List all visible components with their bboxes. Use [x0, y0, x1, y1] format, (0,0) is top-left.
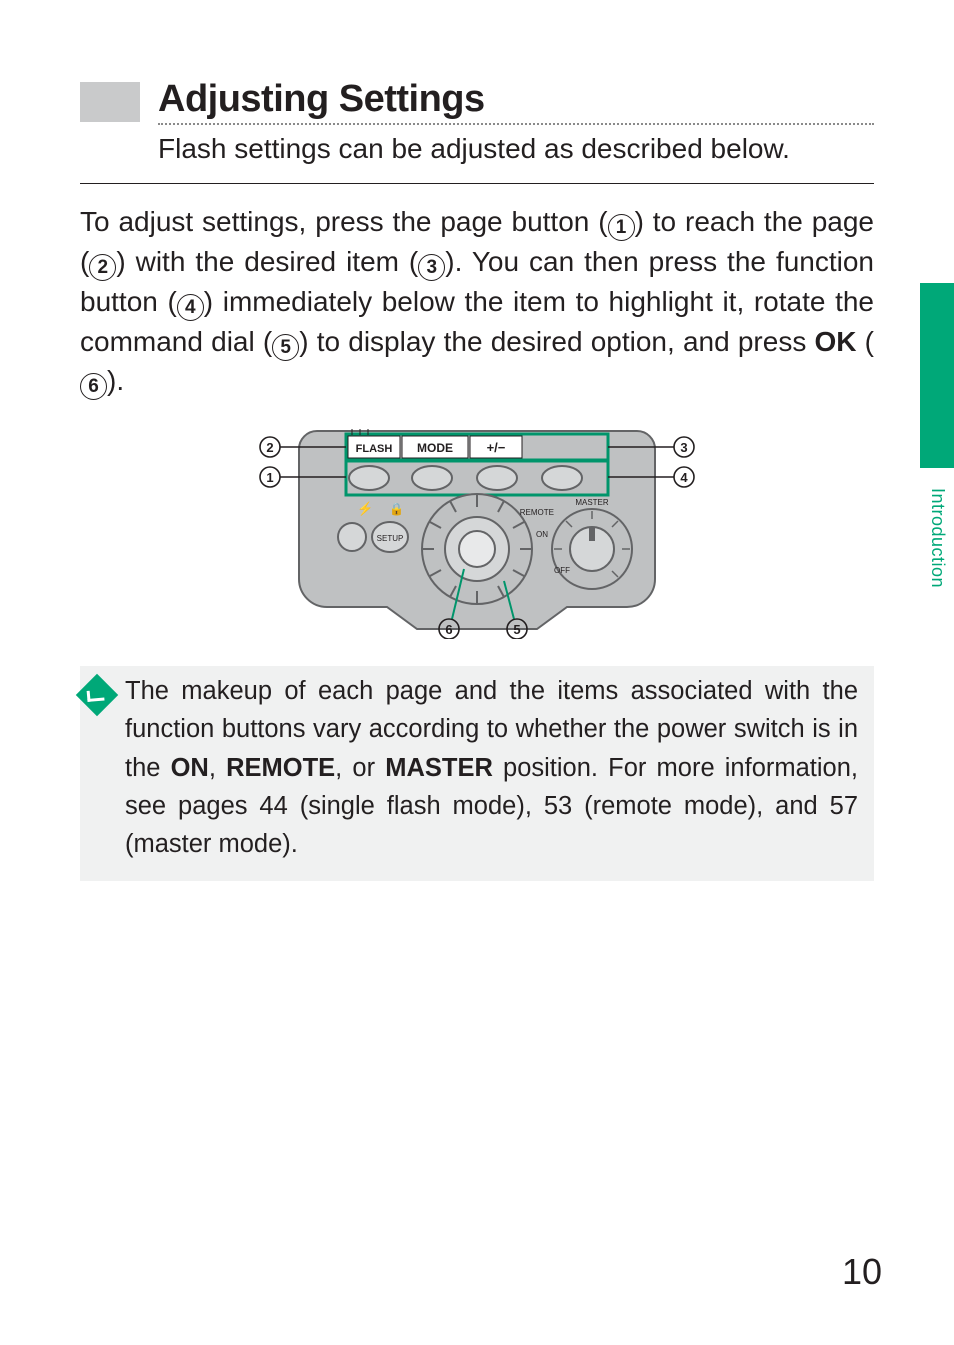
text-fragment: (: [857, 326, 875, 357]
on-label: ON: [171, 754, 209, 782]
diagram-callout-3: 3: [680, 440, 687, 455]
diagram-callout-5: 5: [513, 622, 520, 637]
text-fragment: ).: [107, 365, 124, 396]
text-fragment: , or: [335, 754, 385, 782]
remote-label: REMOTE: [226, 754, 335, 782]
diagram-callout-4: 4: [680, 470, 688, 485]
lcd-tab-mode: MODE: [417, 441, 453, 455]
command-dial: [422, 494, 532, 604]
device-diagram-svg: FLASH MODE +/− ⚡ 🔒 SETUP: [242, 419, 712, 639]
note-text: The makeup of each page and the items as…: [125, 672, 866, 863]
dial-on: ON: [536, 530, 548, 539]
callout-5-inline: 5: [272, 334, 299, 361]
section-title: Adjusting Settings: [158, 78, 874, 121]
section-subtitle: Flash settings can be adjusted as descri…: [158, 131, 874, 167]
text-fragment: ,: [209, 754, 226, 782]
ok-label: OK: [815, 326, 857, 357]
callout-6-inline: 6: [80, 373, 107, 400]
text-fragment: To adjust settings, press the page butto…: [80, 206, 608, 237]
diagram-callout-6: 6: [445, 622, 452, 637]
chapter-side-tab: [920, 283, 954, 468]
page-content: Adjusting Settings Flash settings can be…: [0, 0, 954, 881]
heading-gray-block: [80, 82, 140, 122]
tip-icon: [75, 674, 117, 716]
dotted-rule: [158, 123, 874, 125]
note-box: The makeup of each page and the items as…: [80, 666, 874, 881]
dial-master: MASTER: [575, 498, 609, 507]
svg-text:🔒: 🔒: [389, 502, 404, 516]
callout-4-inline: 4: [177, 294, 204, 321]
dial-remote: REMOTE: [520, 508, 554, 517]
callout-1-inline: 1: [608, 214, 635, 241]
svg-text:⚡: ⚡: [357, 501, 373, 517]
dial-off: OFF: [554, 566, 570, 575]
callout-2-inline: 2: [89, 254, 116, 281]
setup-label: SETUP: [377, 534, 404, 543]
section-header: Adjusting Settings Flash settings can be…: [80, 78, 874, 173]
text-fragment: ) with the desired item (: [116, 246, 418, 277]
lcd-tab-flash: FLASH: [356, 443, 393, 455]
diagram-callout-2: 2: [266, 440, 273, 455]
diagram-callout-1: 1: [266, 470, 273, 485]
lcd-tab-pm: +/−: [487, 440, 506, 455]
callout-3-inline: 3: [418, 254, 445, 281]
page-number: 10: [842, 1251, 882, 1293]
text-fragment: ) to display the desired option, and pre…: [299, 326, 814, 357]
master-label: MASTER: [385, 754, 493, 782]
note-icon-wrap: [80, 672, 125, 710]
device-diagram: FLASH MODE +/− ⚡ 🔒 SETUP: [80, 419, 874, 644]
instruction-paragraph: To adjust settings, press the page butto…: [80, 202, 874, 401]
horizontal-rule: [80, 183, 874, 184]
chapter-side-label: Introduction: [927, 488, 948, 588]
